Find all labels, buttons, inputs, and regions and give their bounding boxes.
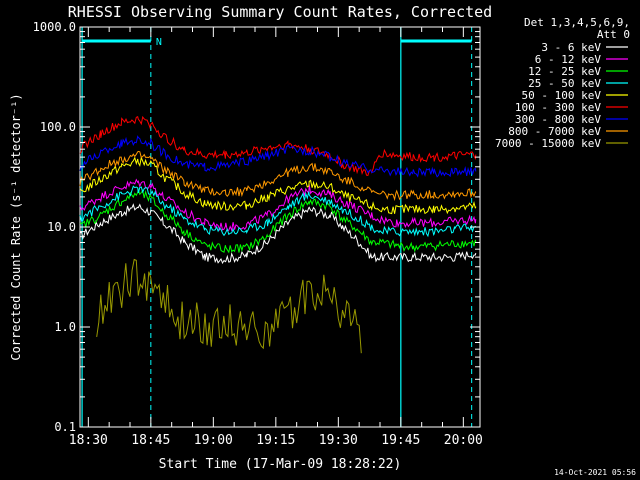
legend-label: 25 - 50 keV (528, 77, 601, 90)
legend-label: 3 - 6 keV (541, 41, 601, 54)
series-line-50-100-kev (79, 155, 477, 215)
observing-bar-label: N (156, 37, 162, 48)
series-line-3-6-kev (79, 203, 477, 265)
x-tick-label: 18:30 (69, 433, 108, 448)
legend-label: 7000 - 15000 keV (495, 137, 601, 150)
legend-label: 6 - 12 keV (535, 53, 602, 66)
series-line-7000-15000-kev (96, 258, 362, 354)
x-tick-label: 20:00 (444, 433, 483, 448)
series-line-300-800-kev (79, 135, 477, 178)
series-line-800-7000-kev (79, 150, 477, 202)
y-tick-label: 1000.0 (33, 20, 76, 34)
x-tick-label: 19:30 (319, 433, 358, 448)
legend-header-line-2: Att 0 (597, 28, 630, 41)
legend-label: 50 - 100 keV (522, 89, 602, 102)
legend-label: 300 - 800 keV (515, 113, 601, 126)
y-axis-ticks: 0.1 1.0 10.0 100.0 1000.0 (33, 20, 480, 434)
y-tick-label: 10.0 (47, 220, 76, 234)
y-tick-label: 1.0 (54, 320, 76, 334)
x-tick-label: 19:00 (194, 433, 233, 448)
series-line-100-300-kev (79, 115, 477, 176)
x-axis-ticks: 18:30 18:45 19:00 19:15 19:30 19:45 20:00 (69, 27, 483, 448)
legend-header-line-1: Det 1,3,4,5,6,9, (524, 16, 630, 29)
x-tick-label: 19:45 (381, 433, 420, 448)
x-tick-label: 18:45 (131, 433, 170, 448)
legend-label: 12 - 25 keV (528, 65, 601, 78)
timestamp: 14-Oct-2021 05:56 (554, 468, 636, 477)
series-line-12-25-kev (79, 187, 477, 254)
legend-label: 100 - 300 keV (515, 101, 601, 114)
chart-title: RHESSI Observing Summary Count Rates, Co… (68, 3, 492, 21)
x-axis-label: Start Time (17-Mar-09 18:28:22) (159, 457, 402, 472)
series-layer (79, 115, 477, 354)
legend-label: 800 - 7000 keV (508, 125, 601, 138)
y-tick-label: 100.0 (40, 120, 76, 134)
y-tick-label: 0.1 (54, 420, 76, 434)
series-line-25-50-kev (79, 185, 477, 238)
y-axis-label: Corrected Count Rate (s⁻¹ detector⁻¹) (9, 93, 23, 360)
observing-bars: N (82, 37, 472, 48)
x-tick-label: 19:15 (256, 433, 295, 448)
